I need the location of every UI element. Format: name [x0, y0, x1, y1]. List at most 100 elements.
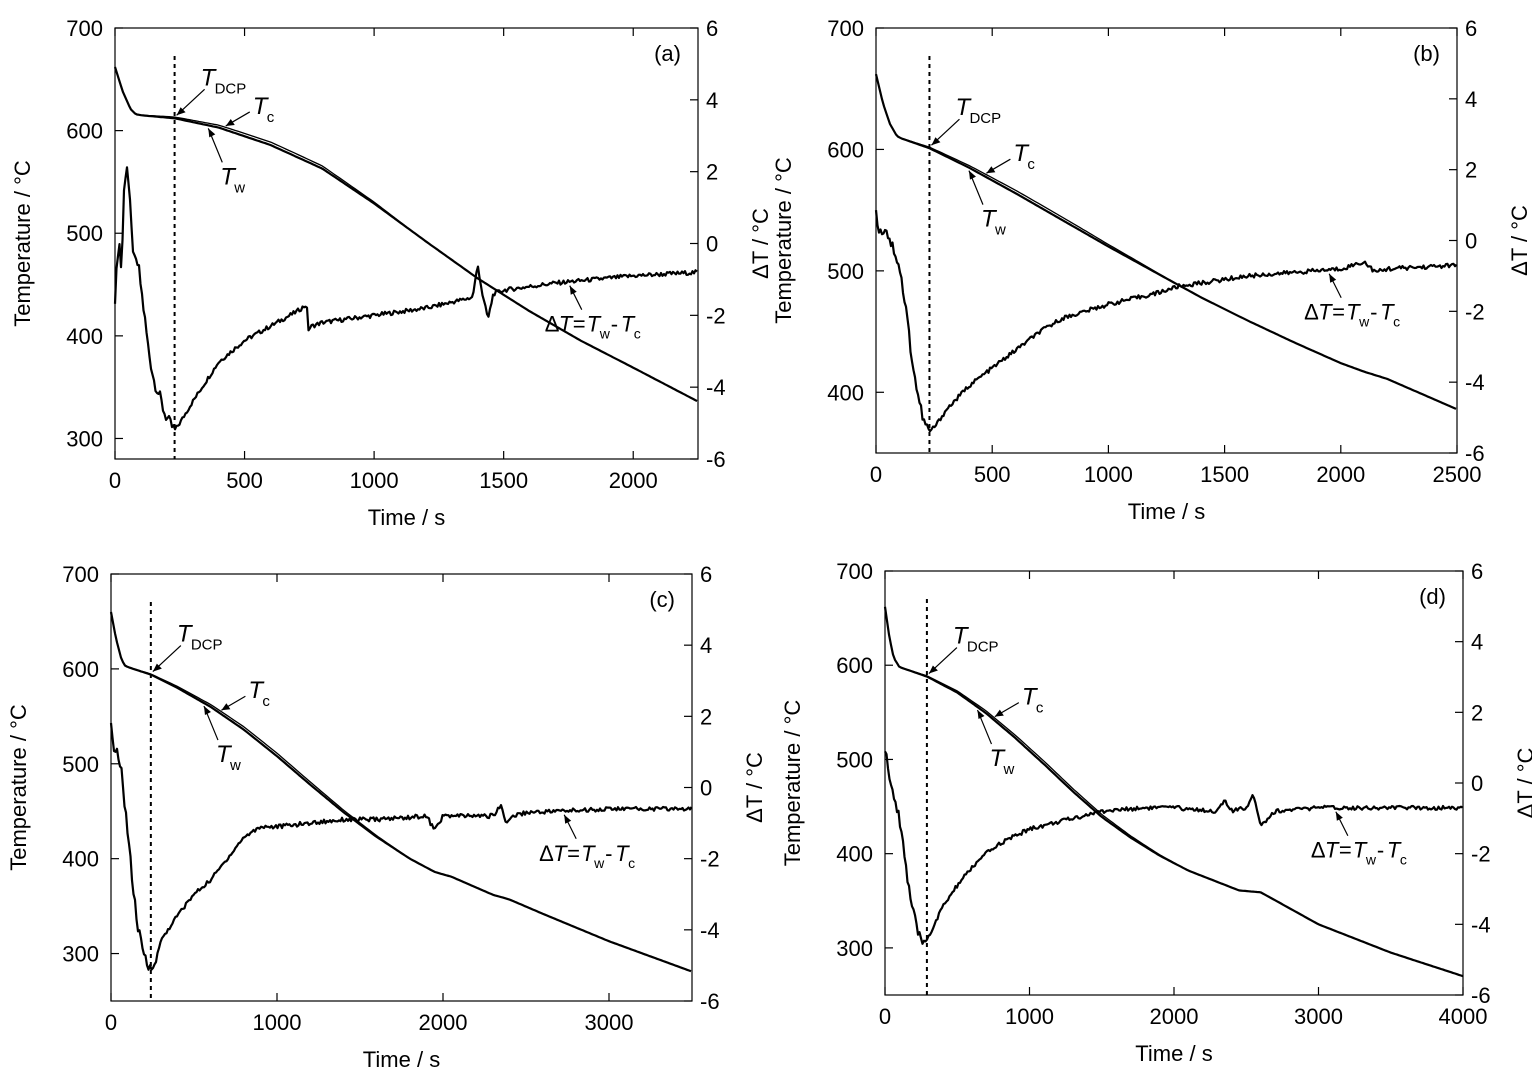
label-t-c-sub: c — [262, 693, 270, 710]
plot-frame — [884, 570, 1464, 996]
x-tick-label: 4000 — [1439, 1004, 1488, 1029]
x-tick-label: 0 — [105, 1010, 117, 1035]
label-equals: = — [1332, 300, 1345, 325]
x-tick-label: 1500 — [479, 468, 528, 493]
tc-arrowhead — [225, 118, 235, 126]
y-tick-label: 600 — [836, 653, 873, 678]
y-tick-label: 500 — [62, 752, 99, 777]
label-t-w-eq: T — [581, 841, 596, 866]
y2-tick-label: 6 — [1471, 559, 1483, 584]
tc-arrowhead — [986, 166, 996, 174]
y-tick-label: 300 — [836, 936, 873, 961]
tc-curve — [131, 667, 691, 972]
x-tick-label: 1000 — [1084, 462, 1133, 487]
label-t-w-sub: w — [994, 222, 1006, 239]
label-t-dcp-sub: DCP — [215, 80, 247, 97]
panel-b: 0 500 1000 1500 2000 2500400500600700-6-4-202… — [771, 16, 1532, 524]
delta-t-curve — [109, 722, 693, 971]
label-c-sub-eq: c — [634, 326, 641, 342]
label-delta-t: T — [559, 312, 574, 337]
panel-label: (a) — [654, 41, 681, 66]
label-delta: Δ — [1311, 838, 1326, 863]
x-tick-label: 3000 — [585, 1010, 634, 1035]
label-c-sub-eq: c — [628, 855, 635, 871]
x-tick-label: 1500 — [1200, 462, 1249, 487]
delta-arrowhead — [1335, 811, 1343, 821]
y2-axis-label: ΔT / °C — [1513, 748, 1532, 819]
y-axis-label: Temperature / °C — [6, 704, 31, 871]
y2-tick-label: 6 — [700, 562, 712, 587]
y2-tick-label: -6 — [1465, 441, 1485, 466]
x-tick-label: 2000 — [419, 1010, 468, 1035]
label-t-c-eq: T — [1387, 838, 1402, 863]
delta-arrowhead — [564, 814, 572, 824]
label-c-sub-eq: c — [1400, 852, 1407, 868]
label-t-dcp: T — [201, 64, 218, 91]
temperature-curve — [109, 611, 692, 973]
label-t-c-sub: c — [1036, 700, 1044, 717]
y-tick-label: 400 — [836, 842, 873, 867]
y-tick-label: 300 — [66, 426, 103, 451]
label-t-w-sub: w — [229, 757, 241, 774]
y2-tick-label: 4 — [706, 88, 718, 113]
label-t-dcp: T — [953, 623, 970, 650]
y2-tick-label: 4 — [700, 633, 712, 658]
panel-label: (b) — [1413, 41, 1440, 66]
delta-arrowhead — [1329, 273, 1337, 283]
panel-d: 0 1000 2000 3000 4000300400500600700-6-4-202… — [780, 559, 1532, 1066]
label-delta-t: T — [1318, 300, 1333, 325]
y-tick-label: 700 — [66, 16, 103, 41]
label-equals: = — [1339, 838, 1352, 863]
y-tick-label: 600 — [827, 137, 864, 162]
tc-curve — [905, 668, 1462, 977]
label-w-sub-eq: w — [1365, 852, 1377, 868]
label-t-w: T — [216, 741, 233, 768]
y-tick-label: 400 — [62, 847, 99, 872]
label-t-w-eq: T — [587, 312, 602, 337]
y2-tick-label: -2 — [1465, 299, 1485, 324]
tw-arrowhead — [977, 710, 985, 720]
x-axis-label: Time / s — [1135, 1041, 1212, 1066]
temperature-curve — [874, 73, 1457, 410]
label-delta-t: T — [553, 841, 568, 866]
y2-tick-label: 0 — [1471, 771, 1483, 796]
x-tick-label: 2500 — [1433, 462, 1482, 487]
delta-arrowhead — [569, 285, 577, 295]
delta-t-curve — [113, 166, 698, 431]
y-axis-label: Temperature / °C — [771, 157, 796, 324]
label-delta: Δ — [539, 841, 554, 866]
y2-tick-label: 0 — [706, 232, 718, 257]
dcp-arrowhead — [152, 663, 162, 672]
y-tick-label: 600 — [66, 119, 103, 144]
label-equals: = — [573, 312, 586, 337]
label-t-w: T — [989, 745, 1006, 772]
label-c-sub-eq: c — [1393, 314, 1400, 330]
label-t-w-eq: T — [1346, 300, 1361, 325]
delta-t-curve — [874, 209, 1458, 433]
label-w-sub-eq: w — [1358, 314, 1370, 330]
x-tick-label: 1000 — [253, 1010, 302, 1035]
label-t-w: T — [220, 163, 237, 190]
y2-axis-label: ΔT / °C — [742, 752, 767, 823]
label-t-c-sub: c — [1027, 156, 1035, 173]
x-tick-label: 0 — [109, 468, 121, 493]
y2-tick-label: -4 — [700, 918, 720, 943]
dcp-arrowhead — [928, 665, 938, 674]
x-axis-label: Time / s — [363, 1047, 440, 1072]
label-t-w-sub: w — [233, 179, 245, 196]
y2-axis-label: ΔT / °C — [748, 208, 773, 279]
y2-tick-label: 0 — [1465, 229, 1477, 254]
y2-axis-label: ΔT / °C — [1507, 205, 1532, 276]
label-t-c-eq: T — [615, 841, 630, 866]
y2-tick-label: -4 — [1465, 370, 1485, 395]
y-axis-label: Temperature / °C — [780, 700, 805, 867]
x-tick-label: 2000 — [609, 468, 658, 493]
label-t-dcp: T — [955, 94, 972, 121]
label-minus: - — [1370, 300, 1377, 325]
plot-frame — [114, 27, 699, 460]
panel-label: (d) — [1419, 584, 1446, 609]
x-tick-label: 3000 — [1294, 1004, 1343, 1029]
label-delta-t: T — [1325, 838, 1340, 863]
x-axis-label: Time / s — [368, 505, 445, 530]
